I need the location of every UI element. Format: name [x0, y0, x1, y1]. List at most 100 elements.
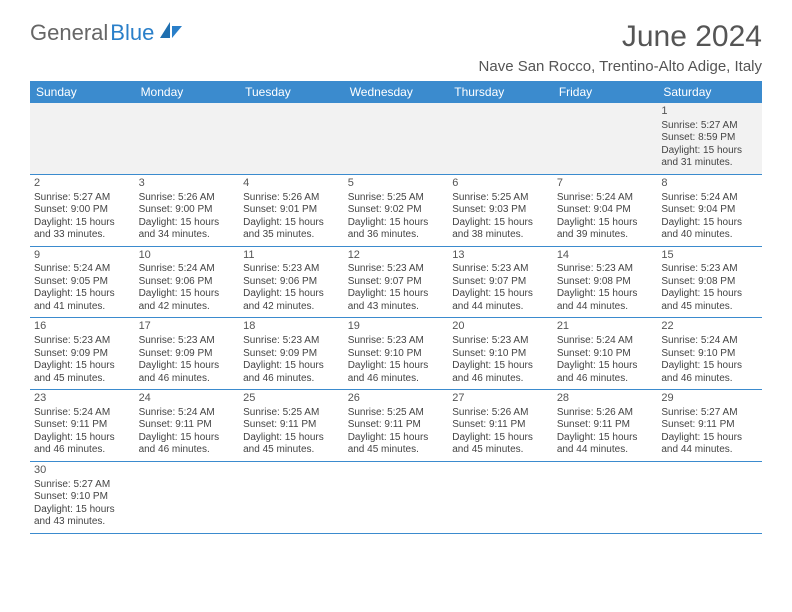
daylight-line1: Daylight: 15 hours — [557, 288, 654, 301]
daylight-line1: Daylight: 15 hours — [34, 432, 131, 445]
day-number: 5 — [348, 177, 445, 191]
dayhead-tue: Tuesday — [239, 81, 344, 103]
day-cell: 24Sunrise: 5:24 AMSunset: 9:11 PMDayligh… — [135, 390, 240, 462]
day-number: 3 — [139, 177, 236, 191]
day-cell: 11Sunrise: 5:23 AMSunset: 9:06 PMDayligh… — [239, 246, 344, 318]
day-cell: 30Sunrise: 5:27 AMSunset: 9:10 PMDayligh… — [30, 461, 135, 533]
daylight-line2: and 46 minutes. — [34, 444, 131, 457]
daylight-line1: Daylight: 15 hours — [348, 432, 445, 445]
sunset-text: Sunset: 8:59 PM — [661, 132, 758, 145]
day-cell: 21Sunrise: 5:24 AMSunset: 9:10 PMDayligh… — [553, 318, 658, 390]
sunset-text: Sunset: 9:11 PM — [139, 419, 236, 432]
sunset-text: Sunset: 9:00 PM — [34, 204, 131, 217]
day-number: 27 — [452, 392, 549, 406]
day-cell: 19Sunrise: 5:23 AMSunset: 9:10 PMDayligh… — [344, 318, 449, 390]
daylight-line1: Daylight: 15 hours — [34, 360, 131, 373]
daylight-line1: Daylight: 15 hours — [243, 360, 340, 373]
daylight-line2: and 43 minutes. — [34, 516, 131, 529]
sunrise-text: Sunrise: 5:24 AM — [557, 335, 654, 348]
daylight-line2: and 35 minutes. — [243, 229, 340, 242]
daylight-line2: and 46 minutes. — [139, 444, 236, 457]
day-number: 12 — [348, 249, 445, 263]
daylight-line1: Daylight: 15 hours — [661, 360, 758, 373]
daylight-line2: and 44 minutes. — [661, 444, 758, 457]
day-cell: 5Sunrise: 5:25 AMSunset: 9:02 PMDaylight… — [344, 174, 449, 246]
day-cell — [239, 461, 344, 533]
day-cell — [448, 103, 553, 174]
day-number: 7 — [557, 177, 654, 191]
sunrise-text: Sunrise: 5:26 AM — [452, 407, 549, 420]
day-cell — [553, 103, 658, 174]
day-number: 18 — [243, 320, 340, 334]
day-number: 15 — [661, 249, 758, 263]
sunrise-text: Sunrise: 5:25 AM — [452, 192, 549, 205]
sunset-text: Sunset: 9:08 PM — [661, 276, 758, 289]
day-number: 1 — [661, 105, 758, 119]
sunrise-text: Sunrise: 5:23 AM — [348, 335, 445, 348]
sunrise-text: Sunrise: 5:24 AM — [661, 192, 758, 205]
daylight-line2: and 39 minutes. — [557, 229, 654, 242]
week-row: 16Sunrise: 5:23 AMSunset: 9:09 PMDayligh… — [30, 318, 762, 390]
sunrise-text: Sunrise: 5:27 AM — [34, 192, 131, 205]
sunset-text: Sunset: 9:11 PM — [348, 419, 445, 432]
day-cell: 22Sunrise: 5:24 AMSunset: 9:10 PMDayligh… — [657, 318, 762, 390]
day-cell — [344, 103, 449, 174]
daylight-line2: and 44 minutes. — [557, 444, 654, 457]
day-number: 16 — [34, 320, 131, 334]
week-row: 9Sunrise: 5:24 AMSunset: 9:05 PMDaylight… — [30, 246, 762, 318]
sunset-text: Sunset: 9:10 PM — [557, 348, 654, 361]
sunrise-text: Sunrise: 5:23 AM — [139, 335, 236, 348]
daylight-line2: and 43 minutes. — [348, 301, 445, 314]
day-cell: 25Sunrise: 5:25 AMSunset: 9:11 PMDayligh… — [239, 390, 344, 462]
sunrise-text: Sunrise: 5:23 AM — [557, 263, 654, 276]
daylight-line2: and 45 minutes. — [348, 444, 445, 457]
day-cell: 14Sunrise: 5:23 AMSunset: 9:08 PMDayligh… — [553, 246, 658, 318]
day-number: 22 — [661, 320, 758, 334]
daylight-line2: and 46 minutes. — [348, 373, 445, 386]
day-number: 28 — [557, 392, 654, 406]
daylight-line1: Daylight: 15 hours — [557, 360, 654, 373]
day-cell: 15Sunrise: 5:23 AMSunset: 9:08 PMDayligh… — [657, 246, 762, 318]
sunset-text: Sunset: 9:01 PM — [243, 204, 340, 217]
sunrise-text: Sunrise: 5:25 AM — [243, 407, 340, 420]
daylight-line2: and 40 minutes. — [661, 229, 758, 242]
day-number: 10 — [139, 249, 236, 263]
sunrise-text: Sunrise: 5:23 AM — [452, 263, 549, 276]
day-cell: 12Sunrise: 5:23 AMSunset: 9:07 PMDayligh… — [344, 246, 449, 318]
sunrise-text: Sunrise: 5:27 AM — [34, 479, 131, 492]
day-cell: 10Sunrise: 5:24 AMSunset: 9:06 PMDayligh… — [135, 246, 240, 318]
sunrise-text: Sunrise: 5:26 AM — [243, 192, 340, 205]
sunrise-text: Sunrise: 5:24 AM — [34, 263, 131, 276]
sunset-text: Sunset: 9:11 PM — [243, 419, 340, 432]
daylight-line1: Daylight: 15 hours — [243, 432, 340, 445]
sunset-text: Sunset: 9:03 PM — [452, 204, 549, 217]
sunrise-text: Sunrise: 5:24 AM — [139, 407, 236, 420]
daylight-line1: Daylight: 15 hours — [661, 217, 758, 230]
brand-part2: Blue — [110, 20, 154, 46]
day-cell — [553, 461, 658, 533]
day-number: 24 — [139, 392, 236, 406]
day-cell: 4Sunrise: 5:26 AMSunset: 9:01 PMDaylight… — [239, 174, 344, 246]
daylight-line2: and 34 minutes. — [139, 229, 236, 242]
dayhead-sun: Sunday — [30, 81, 135, 103]
day-cell — [448, 461, 553, 533]
sunrise-text: Sunrise: 5:23 AM — [243, 335, 340, 348]
dayhead-fri: Friday — [553, 81, 658, 103]
sunset-text: Sunset: 9:10 PM — [452, 348, 549, 361]
sunrise-text: Sunrise: 5:23 AM — [34, 335, 131, 348]
daylight-line1: Daylight: 15 hours — [661, 288, 758, 301]
sunset-text: Sunset: 9:09 PM — [34, 348, 131, 361]
day-number: 23 — [34, 392, 131, 406]
daylight-line1: Daylight: 15 hours — [661, 432, 758, 445]
sunset-text: Sunset: 9:08 PM — [557, 276, 654, 289]
sunrise-text: Sunrise: 5:25 AM — [348, 407, 445, 420]
month-title: June 2024 — [622, 20, 762, 54]
sunset-text: Sunset: 9:05 PM — [34, 276, 131, 289]
daylight-line2: and 31 minutes. — [661, 157, 758, 170]
header: GeneralBlue June 2024 — [30, 20, 762, 54]
location-subtitle: Nave San Rocco, Trentino-Alto Adige, Ita… — [30, 58, 762, 75]
day-number: 25 — [243, 392, 340, 406]
day-cell: 9Sunrise: 5:24 AMSunset: 9:05 PMDaylight… — [30, 246, 135, 318]
day-header-row: Sunday Monday Tuesday Wednesday Thursday… — [30, 81, 762, 103]
daylight-line1: Daylight: 15 hours — [139, 288, 236, 301]
